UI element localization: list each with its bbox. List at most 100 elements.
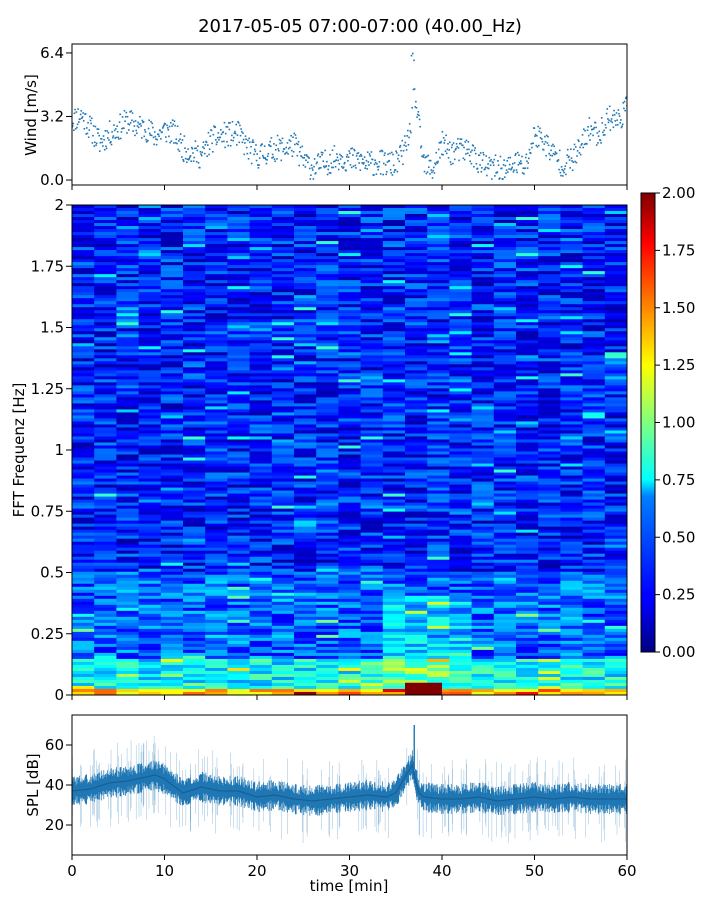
heatmap-cell [582, 520, 606, 525]
heatmap-cell [405, 244, 428, 248]
wind-point [396, 170, 399, 173]
heatmap-cell [227, 514, 251, 519]
heatmap-cell [471, 286, 495, 290]
heatmap-cell [471, 628, 495, 633]
heatmap-cell [493, 535, 517, 540]
heatmap-cell [316, 487, 339, 491]
heatmap-cell [205, 571, 228, 576]
heatmap-cell [604, 259, 627, 263]
heatmap-cell [493, 340, 517, 344]
heatmap-cell [493, 610, 517, 615]
heatmap-cell [94, 529, 117, 534]
heatmap-cell [271, 205, 295, 209]
heatmap-cell [382, 475, 406, 479]
wind-point [265, 158, 267, 161]
heatmap-cell [604, 466, 627, 470]
heatmap-cell [360, 562, 384, 567]
heatmap-cell [227, 244, 251, 248]
heatmap-cell [560, 430, 584, 434]
heatmap-cell [338, 370, 362, 374]
heatmap-cell [427, 274, 450, 278]
wind-point [391, 174, 394, 176]
heatmap-cell [493, 253, 517, 257]
wind-point [510, 168, 513, 170]
heatmap-cell [72, 691, 95, 695]
wind-point [481, 166, 483, 169]
heatmap-cell [360, 319, 384, 323]
heatmap-cell [94, 280, 117, 284]
heatmap-cell [582, 250, 606, 254]
heatmap-cell [449, 586, 473, 591]
heatmap-cell [338, 223, 362, 227]
wind-point [589, 139, 591, 141]
heatmap-cell [604, 367, 627, 371]
wind-point [405, 145, 407, 147]
wind-point [326, 160, 328, 163]
heatmap-cell [471, 688, 495, 693]
heatmap-cell [449, 568, 473, 573]
heatmap-cell [405, 415, 428, 419]
heatmap-cell [338, 529, 362, 534]
wind-point [367, 161, 370, 163]
heatmap-cell [560, 613, 584, 618]
heatmap-cell [382, 238, 406, 242]
wind-point [274, 160, 276, 163]
heatmap-cell [138, 337, 162, 341]
heatmap-cell [427, 631, 450, 636]
heatmap-cell [382, 583, 406, 588]
heatmap-cell [249, 535, 273, 540]
heatmap-cell [271, 559, 295, 564]
heatmap-cell [516, 622, 539, 627]
heatmap-cell [338, 670, 362, 675]
heatmap-cell [582, 373, 606, 377]
wind-point [308, 167, 311, 170]
heatmap-cell [560, 322, 584, 326]
heatmap-cell [405, 433, 428, 437]
heatmap-cell [72, 253, 95, 257]
wind-point [81, 117, 83, 120]
wind-point [99, 141, 102, 144]
heatmap-cell [116, 439, 140, 443]
wind-point [352, 165, 355, 168]
heatmap-cell [538, 577, 561, 582]
heatmap-cell [294, 646, 317, 651]
heatmap-cell [205, 550, 228, 555]
wind-point [326, 173, 329, 176]
heatmap-cell [294, 589, 317, 594]
heatmap-cell [116, 535, 140, 540]
wind-point [373, 174, 375, 176]
heatmap-cell [116, 262, 140, 266]
heatmap-cell [160, 334, 184, 338]
heatmap-cell [516, 520, 539, 525]
heatmap-cell [249, 523, 273, 528]
wind-point [565, 173, 567, 176]
heatmap-cell [338, 691, 362, 695]
wind-point [378, 165, 380, 168]
wind-point [232, 139, 234, 142]
heatmap-cell [138, 568, 162, 573]
heatmap-cell [493, 562, 517, 567]
wind-point [316, 154, 319, 157]
heatmap-cell [516, 367, 539, 371]
heatmap-cell [582, 262, 606, 266]
heatmap-cell [604, 418, 627, 422]
heatmap-cell [560, 427, 584, 431]
heatmap-cell [604, 376, 627, 380]
heatmap-cell [249, 511, 273, 516]
wind-point [416, 116, 418, 118]
heatmap-cell [360, 367, 384, 371]
heatmap-cell [138, 688, 162, 693]
heatmap-cell [405, 388, 428, 392]
heatmap-cell [205, 328, 228, 332]
heatmap-cell [271, 688, 295, 693]
wind-point [492, 161, 494, 164]
heatmap-cell [538, 316, 561, 320]
heatmap-cell [360, 658, 384, 663]
wind-point [619, 122, 622, 124]
heatmap-cell [427, 658, 450, 663]
heatmap-cell [560, 622, 584, 627]
heatmap-cell [582, 688, 606, 693]
heatmap-cell [205, 313, 228, 317]
heatmap-cell [405, 496, 428, 501]
heatmap-cell [516, 283, 539, 287]
